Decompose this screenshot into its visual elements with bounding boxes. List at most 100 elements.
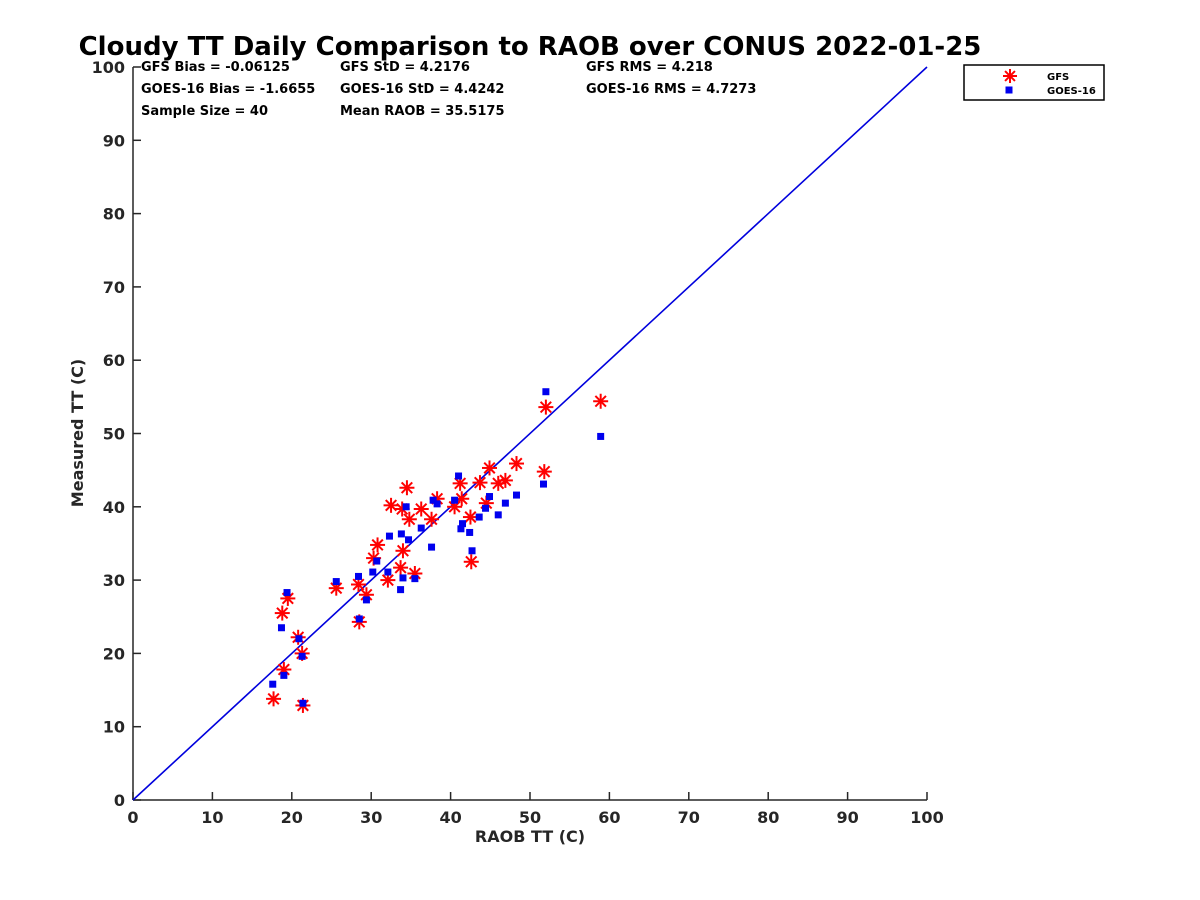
y-tick-label: 30 (103, 571, 125, 590)
goes16-point (355, 615, 363, 623)
y-tick-label: 90 (103, 131, 125, 150)
goes16-point (399, 574, 407, 582)
y-tick-label: 0 (114, 791, 125, 810)
goes16-point (397, 530, 405, 538)
goes16-point (455, 472, 463, 480)
y-tick-label: 70 (103, 278, 125, 297)
x-axis-label: RAOB TT (C) (475, 827, 585, 846)
mean-raob-stat: Mean RAOB = 35.5175 (340, 104, 505, 119)
goes16-point (269, 680, 277, 688)
reference-line-group (132, 66, 928, 801)
legend: GFS GOES-16 (963, 64, 1105, 101)
gfs-point (393, 560, 409, 576)
goes16-point (299, 699, 307, 707)
gfs-point (472, 475, 488, 491)
goes16-point (277, 624, 285, 632)
x-tick-label: 20 (281, 808, 303, 827)
gfs-point (538, 399, 554, 415)
goes16-point (466, 528, 474, 536)
goes16-point (417, 524, 425, 532)
goes16-point (457, 525, 465, 533)
goes16-point (384, 568, 392, 576)
legend-gfs-marker (1003, 69, 1017, 83)
gfs-point (593, 393, 609, 409)
gfs-point (399, 480, 415, 496)
goes16-point (283, 589, 291, 597)
y-tick-label: 80 (103, 205, 125, 224)
gfs-point (383, 497, 399, 513)
goes-std-stat: GOES-16 StD = 4.4242 (340, 82, 504, 97)
goes16-point (385, 532, 393, 540)
gfs-point (401, 511, 417, 527)
goes16-point (332, 578, 340, 586)
legend-box (963, 64, 1105, 101)
goes16-point (494, 511, 502, 519)
goes16-point (597, 432, 605, 440)
x-tick-label: 10 (201, 808, 223, 827)
gfs-std-stat: GFS StD = 4.2176 (340, 60, 470, 75)
gfs-point (452, 475, 468, 491)
one-to-one-line (132, 66, 928, 801)
y-tick-label: 10 (103, 718, 125, 737)
goes-rms-stat: GOES-16 RMS = 4.7273 (586, 82, 756, 97)
x-tick-label: 0 (127, 808, 138, 827)
x-tick-label: 100 (910, 808, 943, 827)
goes16-point (433, 500, 441, 508)
goes16-point (451, 496, 459, 504)
x-tick-label: 30 (360, 808, 382, 827)
goes16-point (475, 513, 483, 521)
goes16-point (397, 586, 405, 594)
legend-goes16-marker (1005, 86, 1013, 94)
legend-gfs-label: GFS (1047, 72, 1069, 83)
x-tick-label: 40 (439, 808, 461, 827)
goes16-point (411, 575, 419, 583)
goes16-point (482, 504, 490, 512)
goes16-point (298, 652, 306, 660)
y-tick-label: 100 (92, 58, 125, 77)
y-tick-label: 20 (103, 644, 125, 663)
gfs-point (266, 691, 282, 707)
gfs-rms-stat: GFS RMS = 4.218 (586, 60, 713, 75)
gfs-point (395, 543, 411, 559)
y-axis-label: Measured TT (C) (68, 359, 87, 507)
gfs-point (482, 460, 498, 476)
x-tick-label: 90 (836, 808, 858, 827)
goes16-point (362, 596, 370, 604)
goes16-point (501, 499, 509, 507)
axes: 0 10 20 30 40 50 60 70 80 90 100 0 10 20 30 40 50 60 70 80 9… (92, 58, 944, 827)
goes16-point (280, 671, 288, 679)
goes16-point (354, 572, 362, 580)
goes16-point (513, 491, 521, 499)
goes16-point (373, 557, 381, 565)
data-points (266, 388, 609, 713)
goes16-point (402, 503, 410, 511)
goes16-point (459, 520, 467, 528)
y-tick-label: 50 (103, 425, 125, 444)
y-tick-label: 60 (103, 351, 125, 370)
gfs-point (274, 605, 290, 621)
goes16-point (295, 635, 303, 643)
y-tick-label: 40 (103, 498, 125, 517)
x-tick-label: 60 (598, 808, 620, 827)
gfs-point (413, 501, 429, 517)
gfs-point (463, 554, 479, 570)
stats-panel: GFS Bias = -0.06125 GFS StD = 4.2176 GFS… (141, 60, 756, 119)
goes16-point (369, 568, 377, 576)
x-tick-label: 80 (757, 808, 779, 827)
gfs-point (424, 511, 440, 527)
x-tick-label: 70 (678, 808, 700, 827)
goes16-point (539, 480, 547, 488)
legend-goes16-label: GOES-16 (1047, 86, 1096, 97)
gfs-point (462, 509, 478, 525)
chart-title: Cloudy TT Daily Comparison to RAOB over … (79, 32, 982, 62)
gfs-point (536, 464, 552, 480)
goes16-point (468, 547, 476, 555)
legend-gfs-asterisk (1003, 69, 1017, 83)
gfs-point (370, 537, 386, 553)
goes-bias-stat: GOES-16 Bias = -1.6655 (141, 82, 315, 97)
goes16-point (405, 536, 413, 544)
legend-goes16-square (1005, 86, 1013, 94)
gfs-bias-stat: GFS Bias = -0.06125 (141, 60, 290, 75)
goes16-point (542, 388, 550, 396)
